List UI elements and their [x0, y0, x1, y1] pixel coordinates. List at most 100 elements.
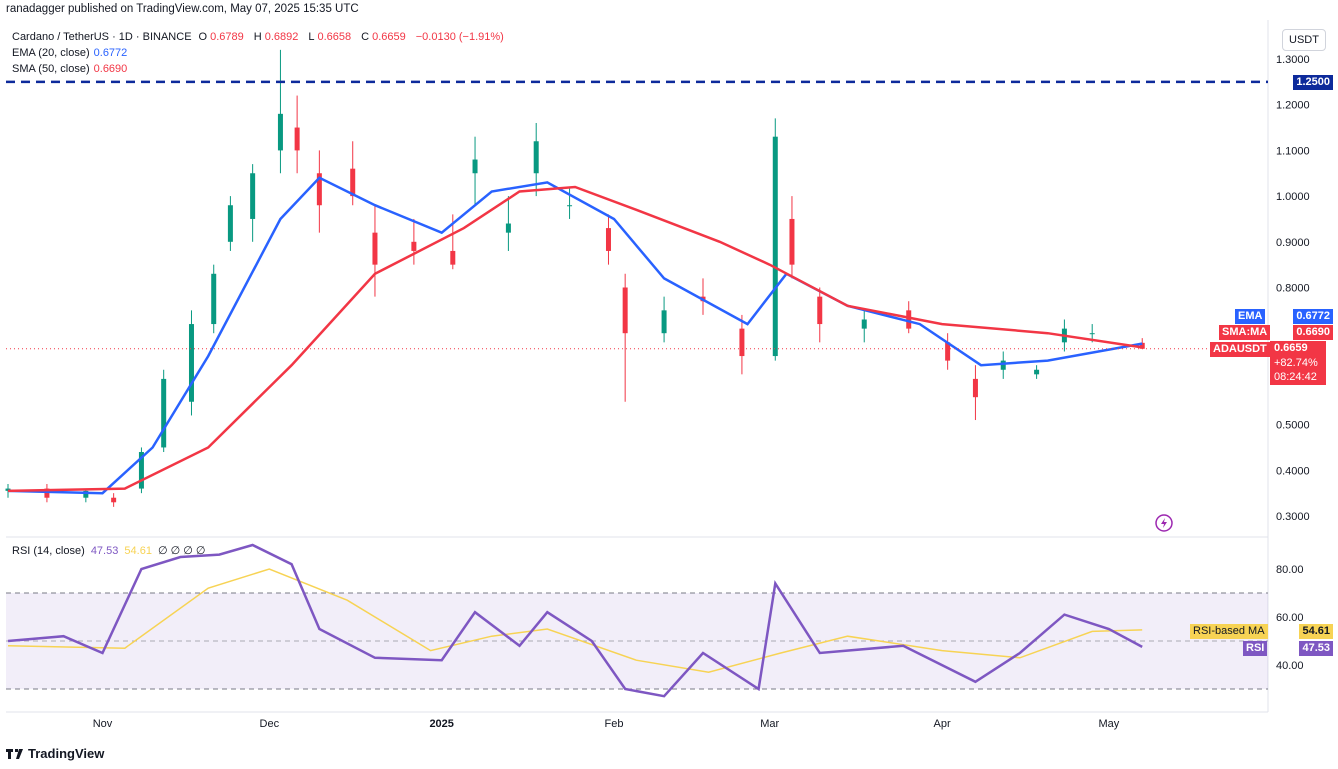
- rsi-legend-value: 47.53: [90, 545, 119, 557]
- candle: [605, 214, 611, 265]
- rsi-tick-label: 40.00: [1276, 660, 1304, 672]
- time-tick-label: Apr: [934, 718, 951, 730]
- price-tick-label: 0.3000: [1276, 511, 1310, 523]
- candle: [945, 333, 951, 370]
- price-tick-label: 0.5000: [1276, 420, 1310, 432]
- candle: [188, 310, 194, 416]
- price-tick-label: 0.9000: [1276, 237, 1310, 249]
- candle: [567, 186, 573, 219]
- symbol-title[interactable]: Cardano / TetherUS · 1D · BINANCE: [12, 31, 192, 43]
- time-axis[interactable]: Nov Dec 2025 Feb Mar Apr May: [93, 718, 1120, 730]
- candle: [138, 447, 144, 494]
- time-tick-label: Nov: [93, 718, 113, 730]
- last-price-change: +82.74%: [1274, 356, 1318, 369]
- candle: [1000, 351, 1006, 379]
- candle: [83, 488, 89, 503]
- time-tick-label: May: [1098, 718, 1119, 730]
- price-tick-label: 1.2000: [1276, 100, 1310, 112]
- time-tick-label: Feb: [605, 718, 624, 730]
- rsi-legend-extra: ∅ ∅ ∅ ∅: [158, 545, 206, 557]
- brand-footer[interactable]: TradingView: [6, 746, 104, 761]
- close-value: 0.6659: [372, 31, 406, 43]
- candle: [161, 369, 167, 453]
- candle: [622, 273, 628, 402]
- open-value: 0.6789: [210, 31, 244, 43]
- brand-name: TradingView: [28, 746, 105, 761]
- ema-legend-row[interactable]: EMA (20, close) 0.6772: [12, 45, 507, 61]
- rsi-tick-label: 60.00: [1276, 612, 1304, 624]
- rsi-legend-label: RSI (14, close): [12, 545, 85, 557]
- sma-tag-value: 0.6690: [1293, 325, 1333, 340]
- candle: [700, 278, 706, 315]
- lightning-icon[interactable]: [1155, 514, 1173, 532]
- sma-tag-name: SMA:MA: [1219, 325, 1271, 340]
- rsi-ma-legend-value: 54.61: [124, 545, 152, 557]
- rsi-ma-tag-name: RSI-based MA: [1190, 624, 1268, 639]
- high-value: 0.6892: [264, 31, 299, 43]
- rsi-legend[interactable]: RSI (14, close) 47.53 54.61 ∅ ∅ ∅ ∅: [12, 544, 206, 557]
- candle: [316, 150, 322, 233]
- candle: [772, 118, 778, 361]
- last-price-value: 0.6659: [1274, 342, 1308, 354]
- sma-legend-value: 0.6690: [93, 63, 128, 75]
- time-tick-label: 2025: [429, 718, 453, 730]
- price-axis[interactable]: 1.3000 1.2000 1.1000 1.0000 0.9000 0.8000 0.50…: [1276, 54, 1310, 523]
- tradingview-logo-icon: [6, 748, 23, 759]
- candle: [1034, 365, 1040, 379]
- close-label: C: [361, 31, 370, 43]
- candle: [372, 205, 378, 297]
- open-label: O: [198, 31, 208, 43]
- ema-tag-value: 0.6772: [1293, 309, 1333, 324]
- time-tick-label: Dec: [260, 718, 280, 730]
- ema-legend-label: EMA (20, close): [12, 47, 90, 59]
- candle: [505, 196, 511, 251]
- bar-countdown: 08:24:42: [1274, 371, 1317, 383]
- ema-line: [7, 176, 1143, 495]
- price-tick-label: 1.1000: [1276, 145, 1310, 157]
- symbol-tag-name: ADAUSDT: [1210, 342, 1270, 357]
- price-tick-label: 0.8000: [1276, 283, 1310, 295]
- sma-line: [7, 185, 1143, 493]
- candle: [739, 314, 745, 375]
- candle: [44, 484, 50, 503]
- candle: [472, 136, 478, 206]
- ema-legend-value: 0.6772: [93, 47, 128, 59]
- ohlc-row: Cardano / TetherUS · 1D · BINANCE O 0.678…: [12, 29, 507, 45]
- rsi-tag-value: 47.53: [1299, 641, 1333, 656]
- main-legend: Cardano / TetherUS · 1D · BINANCE O 0.678…: [12, 29, 507, 77]
- candle: [789, 196, 795, 279]
- rsi-tick-label: 80.00: [1276, 564, 1304, 576]
- candle: [250, 164, 256, 242]
- rsi-ma-line: [7, 568, 1143, 673]
- candle: [861, 310, 867, 343]
- sma-legend-row[interactable]: SMA (50, close) 0.6690: [12, 61, 507, 77]
- rsi-tag-name: RSI: [1243, 641, 1268, 656]
- low-value: 0.6658: [317, 31, 352, 43]
- resistance-tag: 1.2500: [1293, 75, 1333, 90]
- price-tick-label: 1.3000: [1276, 54, 1310, 66]
- rsi-ma-tag-value: 54.61: [1299, 624, 1333, 639]
- candle: [111, 493, 117, 507]
- time-tick-label: Mar: [760, 718, 779, 730]
- ema-tag-name: EMA: [1235, 309, 1266, 324]
- price-tick-label: 1.0000: [1276, 191, 1310, 203]
- last-price-box: 0.6659 +82.74% 08:24:42: [1270, 341, 1326, 385]
- sma-legend-label: SMA (50, close): [12, 63, 90, 75]
- candles-layer: [5, 49, 1145, 507]
- candle: [817, 287, 823, 343]
- candle: [277, 49, 283, 174]
- candle: [411, 218, 417, 265]
- rsi-axis[interactable]: 80.00 60.00 40.00: [1276, 564, 1304, 672]
- candle: [294, 95, 300, 174]
- candle: [227, 196, 233, 251]
- change-value: −0.0130 (−1.91%): [415, 31, 504, 43]
- currency-unit[interactable]: USDT: [1282, 29, 1326, 51]
- candle: [972, 365, 978, 421]
- candle: [211, 264, 217, 334]
- high-label: H: [253, 31, 262, 43]
- publisher-line: ranadagger published on TradingView.com,…: [6, 3, 359, 15]
- price-tick-label: 0.4000: [1276, 465, 1310, 477]
- rsi-line: [7, 543, 1143, 698]
- low-label: L: [308, 31, 315, 43]
